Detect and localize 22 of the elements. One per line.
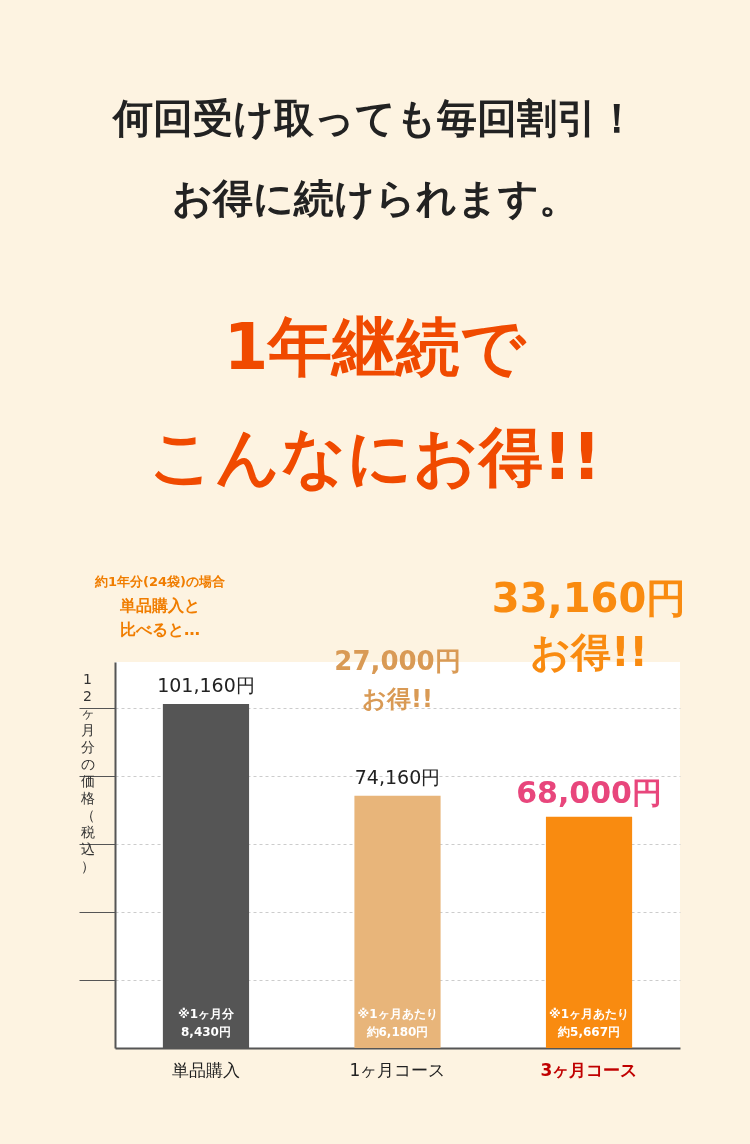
data-label: 101,160円 [157,673,255,696]
annotation: お得!! [530,629,648,675]
chart-subtitle: 1年継続でこんなにお得!! [148,310,602,494]
data-label: 74,160円 [354,765,441,788]
text: 比べると… [120,620,200,639]
annotation: お得!! [362,685,433,713]
annotation: 約5,667円 [557,1025,621,1039]
text: 単品購入と [119,596,200,615]
annotation: 27,000円 [334,646,461,676]
text: 約1年分(24袋)の場合 [93,574,226,589]
annotation: ※1ヶ月分 [177,1007,235,1021]
x-tick-label: 1ヶ月コース [349,1059,446,1080]
x-tick-label: 3ヶ月コース [540,1059,638,1080]
data-label: 68,000円 [516,774,662,810]
chart-title: 何回受け取っても毎回割引！お得に続けられます。 [111,95,637,221]
annotation: ※1ヶ月あたり [549,1007,630,1021]
text: 33,160円 [491,575,687,621]
annotation: 8,430円 [180,1025,231,1039]
x-tick-label: 単品購入 [171,1059,240,1080]
text: 12ヶ月分の価格（税込） [80,670,95,874]
annotation: ※1ヶ月あたり [357,1007,438,1021]
annotation: 約6,180円 [365,1025,429,1039]
